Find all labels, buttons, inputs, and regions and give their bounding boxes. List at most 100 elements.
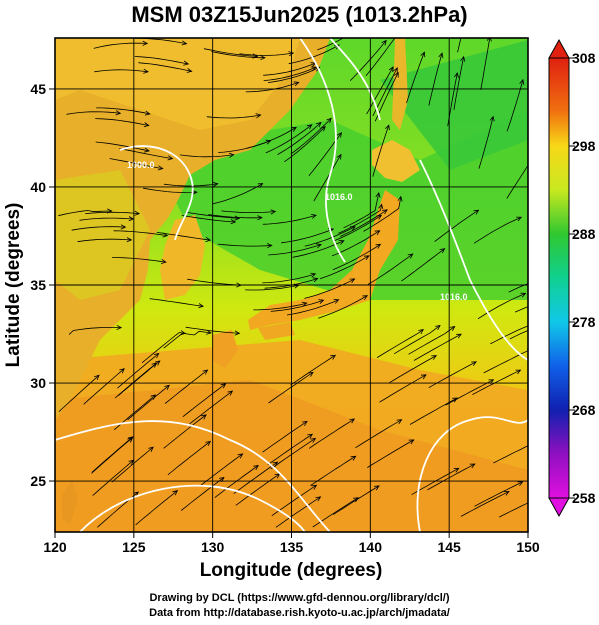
streamline-arrowhead (374, 230, 381, 236)
x-tick-label: 140 (359, 539, 383, 555)
y-tick-label: 45 (30, 81, 46, 97)
streamline-arrowhead (266, 243, 273, 249)
streamline-arrowhead (134, 210, 141, 216)
colorbar-tick-label: 268 (572, 402, 596, 418)
colorbar-tick-label: 308 (572, 50, 596, 66)
streamline-arrowhead (154, 360, 161, 366)
streamline (135, 490, 178, 526)
y-tick-label: 25 (30, 473, 46, 489)
streamline (460, 491, 510, 517)
x-tick-label: 150 (516, 539, 540, 555)
streamline-arrowhead (420, 51, 426, 58)
streamline (58, 210, 112, 217)
streamline (268, 244, 322, 256)
streamline (77, 238, 132, 243)
streamline-arrowhead (143, 122, 150, 128)
streamline (367, 253, 413, 285)
streamline-arrowhead (338, 240, 345, 245)
streamline (413, 333, 462, 361)
streamline-arrowhead (378, 203, 384, 210)
streamline (71, 226, 126, 231)
streamline-arrowhead (164, 384, 170, 390)
streamline-arrowhead (315, 243, 322, 249)
streamline-arrowhead (517, 481, 524, 487)
streamline-arrowhead (228, 152, 235, 158)
streamline-arrowhead (486, 38, 492, 42)
streamline (363, 196, 402, 232)
streamline-arrowhead (310, 272, 317, 278)
streamline-arrowhead (543, 493, 548, 497)
streamline (319, 255, 370, 280)
streamline (112, 257, 166, 263)
streamline (480, 38, 491, 90)
streamline-arrowhead (255, 113, 262, 119)
streamline (506, 79, 524, 132)
kyushu-island (212, 330, 238, 368)
streamline-arrowhead (119, 368, 125, 374)
streamline-arrowhead (127, 437, 134, 443)
streamline (288, 44, 340, 65)
streamline (127, 384, 170, 421)
streamline-arrowhead (381, 39, 387, 46)
streamline-arrowhead (265, 139, 272, 145)
streamline-arrowhead (382, 209, 388, 215)
map-title: MSM 03Z15Jun2025 (1013.2hPa) (131, 2, 468, 27)
weather-map-figure: 1000.0 1016.0 1016.0 120 125 130 135 140 145 1… (3, 33, 596, 581)
streamline-arrowhead (330, 354, 337, 360)
streamline (349, 40, 387, 81)
streamline (514, 306, 528, 313)
streamline-arrowhead (449, 325, 456, 332)
streamline-arrowhead (439, 248, 446, 254)
streamline-arrowhead (408, 439, 415, 445)
streamline (239, 52, 294, 56)
streamline-arrowhead (162, 232, 169, 238)
streamline (277, 122, 322, 155)
streamline (94, 69, 149, 73)
lat-lon-grid (55, 38, 528, 532)
streamline-arrowhead (153, 352, 160, 359)
x-tick-label: 135 (280, 539, 304, 555)
streamline-arrowhead (375, 192, 381, 198)
streamline (85, 211, 140, 215)
streamline-arrowhead (394, 33, 398, 38)
continent-landmass (55, 38, 330, 420)
streamline-arrowhead (394, 71, 399, 78)
streamline (286, 299, 339, 316)
streamline-arrowhead (363, 255, 370, 261)
streamline-arrowhead (452, 397, 458, 403)
colorbar-tick-label: 278 (572, 314, 596, 330)
streamline-arrowhead (133, 491, 139, 497)
streamline (376, 329, 424, 358)
streamline-arrowhead (310, 66, 317, 72)
streamline-arrowhead (120, 224, 127, 230)
korea-peninsula (160, 215, 205, 300)
streamline-arrowhead (453, 467, 460, 473)
streamline (490, 325, 528, 345)
streamline (262, 214, 317, 225)
streamline-arrowhead (181, 40, 188, 46)
streamline-arrowhead (301, 420, 308, 427)
streamline-arrowhead (385, 124, 390, 131)
streamline (366, 66, 394, 115)
streamline-arrowhead (310, 214, 317, 219)
streamline (275, 496, 321, 528)
streamline-arrowhead (260, 55, 266, 61)
streamline (245, 284, 299, 291)
streamline-arrowhead (218, 476, 225, 483)
hokkaido-island (372, 140, 420, 182)
streamline-arrowhead (307, 433, 314, 439)
streamline (68, 327, 122, 335)
x-tick-label: 120 (43, 539, 67, 555)
streamline-arrowhead (435, 324, 441, 331)
streamline (331, 230, 380, 257)
streamline-arrowhead (192, 189, 198, 195)
credit-drawing: Drawing by DCL (https://www.gfd-dennou.o… (149, 592, 450, 604)
streamline-arrowhead (272, 461, 279, 467)
streamline (428, 52, 443, 106)
streamline (290, 354, 336, 386)
streamline (217, 243, 272, 247)
streamline (445, 379, 494, 406)
streamline-arrowhead (460, 55, 466, 62)
streamline (181, 215, 236, 223)
streamline (66, 111, 121, 115)
